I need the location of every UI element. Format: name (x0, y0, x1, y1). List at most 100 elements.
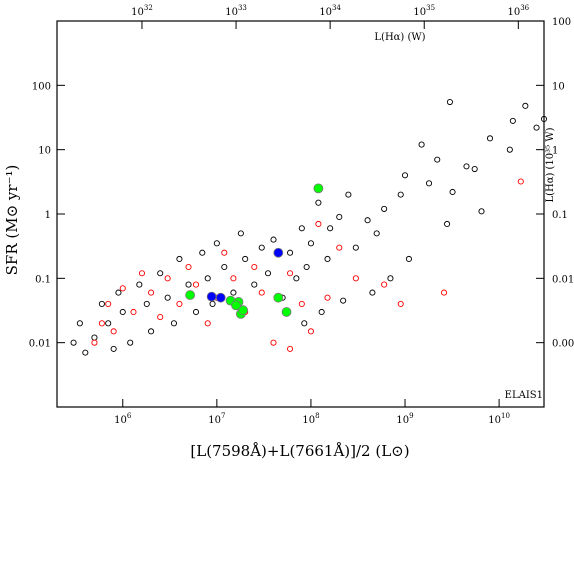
series-0-point (318, 308, 325, 316)
series-0-point (143, 300, 150, 307)
series-0-point (425, 180, 433, 187)
series-0-point (82, 349, 89, 356)
series-0-point (486, 135, 494, 142)
series-1-point (441, 289, 448, 296)
y-tick-label: 1 (45, 210, 51, 221)
series-0-point (170, 320, 178, 327)
series-0-point (251, 281, 258, 288)
series-0-point (397, 191, 404, 198)
right-tick-label: 100 (552, 17, 571, 28)
series-0-point (471, 165, 478, 173)
y-tick-label: 100 (32, 81, 51, 92)
series-0-point (327, 225, 334, 232)
series-1-point (324, 294, 331, 301)
series-1-point (336, 244, 343, 251)
right-axis-title: L(Hα) (10³⁵ W) (545, 127, 556, 202)
top-tick-label: 1033 (225, 4, 247, 18)
series-2-point (281, 307, 292, 317)
series-0-point (105, 320, 112, 327)
top-tick-label: 1036 (507, 4, 529, 18)
right-tick-label: 0.00 (552, 339, 574, 350)
series-0-point (230, 289, 237, 296)
series-0-point (301, 320, 308, 327)
y-tick-label: 10 (38, 146, 51, 157)
series-0-point (533, 124, 540, 131)
y-tick-label: 0.1 (35, 274, 51, 285)
series-0-point (340, 297, 347, 304)
series-1-point (258, 289, 265, 296)
series-0-point (242, 255, 249, 263)
series-0-point (258, 244, 265, 251)
series-0-point (91, 334, 98, 341)
series-0-point (405, 255, 412, 263)
series-0-point (418, 141, 425, 148)
series-0-point (478, 208, 485, 215)
series-1-point (287, 345, 294, 352)
series-0-point (446, 98, 453, 106)
marks-layer (70, 98, 548, 356)
top-tick-label: 1035 (413, 4, 435, 18)
series-0-point (204, 275, 211, 282)
series-0-point (119, 308, 126, 316)
series-1-point (517, 178, 524, 185)
series-0-point (352, 244, 359, 251)
x-tick-label: 109 (396, 412, 413, 426)
series-0-point (307, 240, 314, 247)
series-0-point (345, 191, 352, 198)
right-tick-label: 0.1 (552, 210, 568, 221)
series-1-point (138, 270, 146, 277)
series-0-point (176, 255, 183, 263)
series-1-point (315, 220, 322, 228)
series-1-point (119, 285, 126, 292)
series-0-point (463, 163, 470, 170)
series-0-point (293, 275, 300, 282)
series-1-point (397, 300, 404, 307)
series-1-point (176, 300, 183, 307)
series-0-point (264, 270, 272, 277)
right-tick-label: 10 (552, 81, 565, 92)
series-0-point (185, 281, 192, 288)
field-annotation: ELAIS1 (505, 390, 543, 401)
series-2-point (185, 290, 196, 300)
series-2-point (231, 300, 241, 311)
series-0-point (148, 328, 155, 335)
series-1-point (251, 263, 258, 271)
series-1-point (204, 320, 211, 327)
series-0-point (444, 220, 451, 228)
series-0-point (164, 294, 171, 301)
series-0-point (387, 275, 394, 282)
series-2-point (313, 183, 324, 194)
series-0-point (509, 117, 516, 124)
series-0-point (364, 217, 371, 224)
series-0-point (237, 230, 244, 237)
series-0-point (98, 300, 105, 307)
series-1-point (130, 308, 137, 316)
series-3-point (206, 291, 217, 302)
series-0-point (213, 240, 220, 247)
top-tick-label: 1034 (319, 4, 341, 18)
series-0-point (199, 249, 206, 256)
series-1-point (91, 339, 98, 346)
x-tick-label: 1010 (488, 412, 510, 426)
right-tick-label: 0.01 (552, 274, 574, 285)
series-1-point (185, 263, 192, 271)
series-1-point (287, 270, 294, 277)
x-tick-label: 106 (114, 412, 132, 426)
series-0-point (506, 146, 513, 153)
series-0-point (540, 115, 548, 123)
y-axis-title: SFR (M⊙ yr⁻¹) (3, 165, 21, 276)
series-0-point (434, 156, 441, 163)
series-1-point (105, 300, 112, 307)
series-3-point (273, 247, 284, 258)
series-0-point (287, 249, 294, 256)
series-1-point (157, 314, 164, 321)
series-0-point (157, 270, 164, 277)
series-0-point (298, 225, 305, 232)
series-0-point (270, 236, 277, 243)
y-tick-label: 0.01 (29, 339, 51, 350)
series-1-point (148, 289, 155, 296)
series-0-point (70, 339, 77, 346)
top-tick-label: 1032 (131, 4, 153, 18)
series-0-point (115, 289, 122, 296)
